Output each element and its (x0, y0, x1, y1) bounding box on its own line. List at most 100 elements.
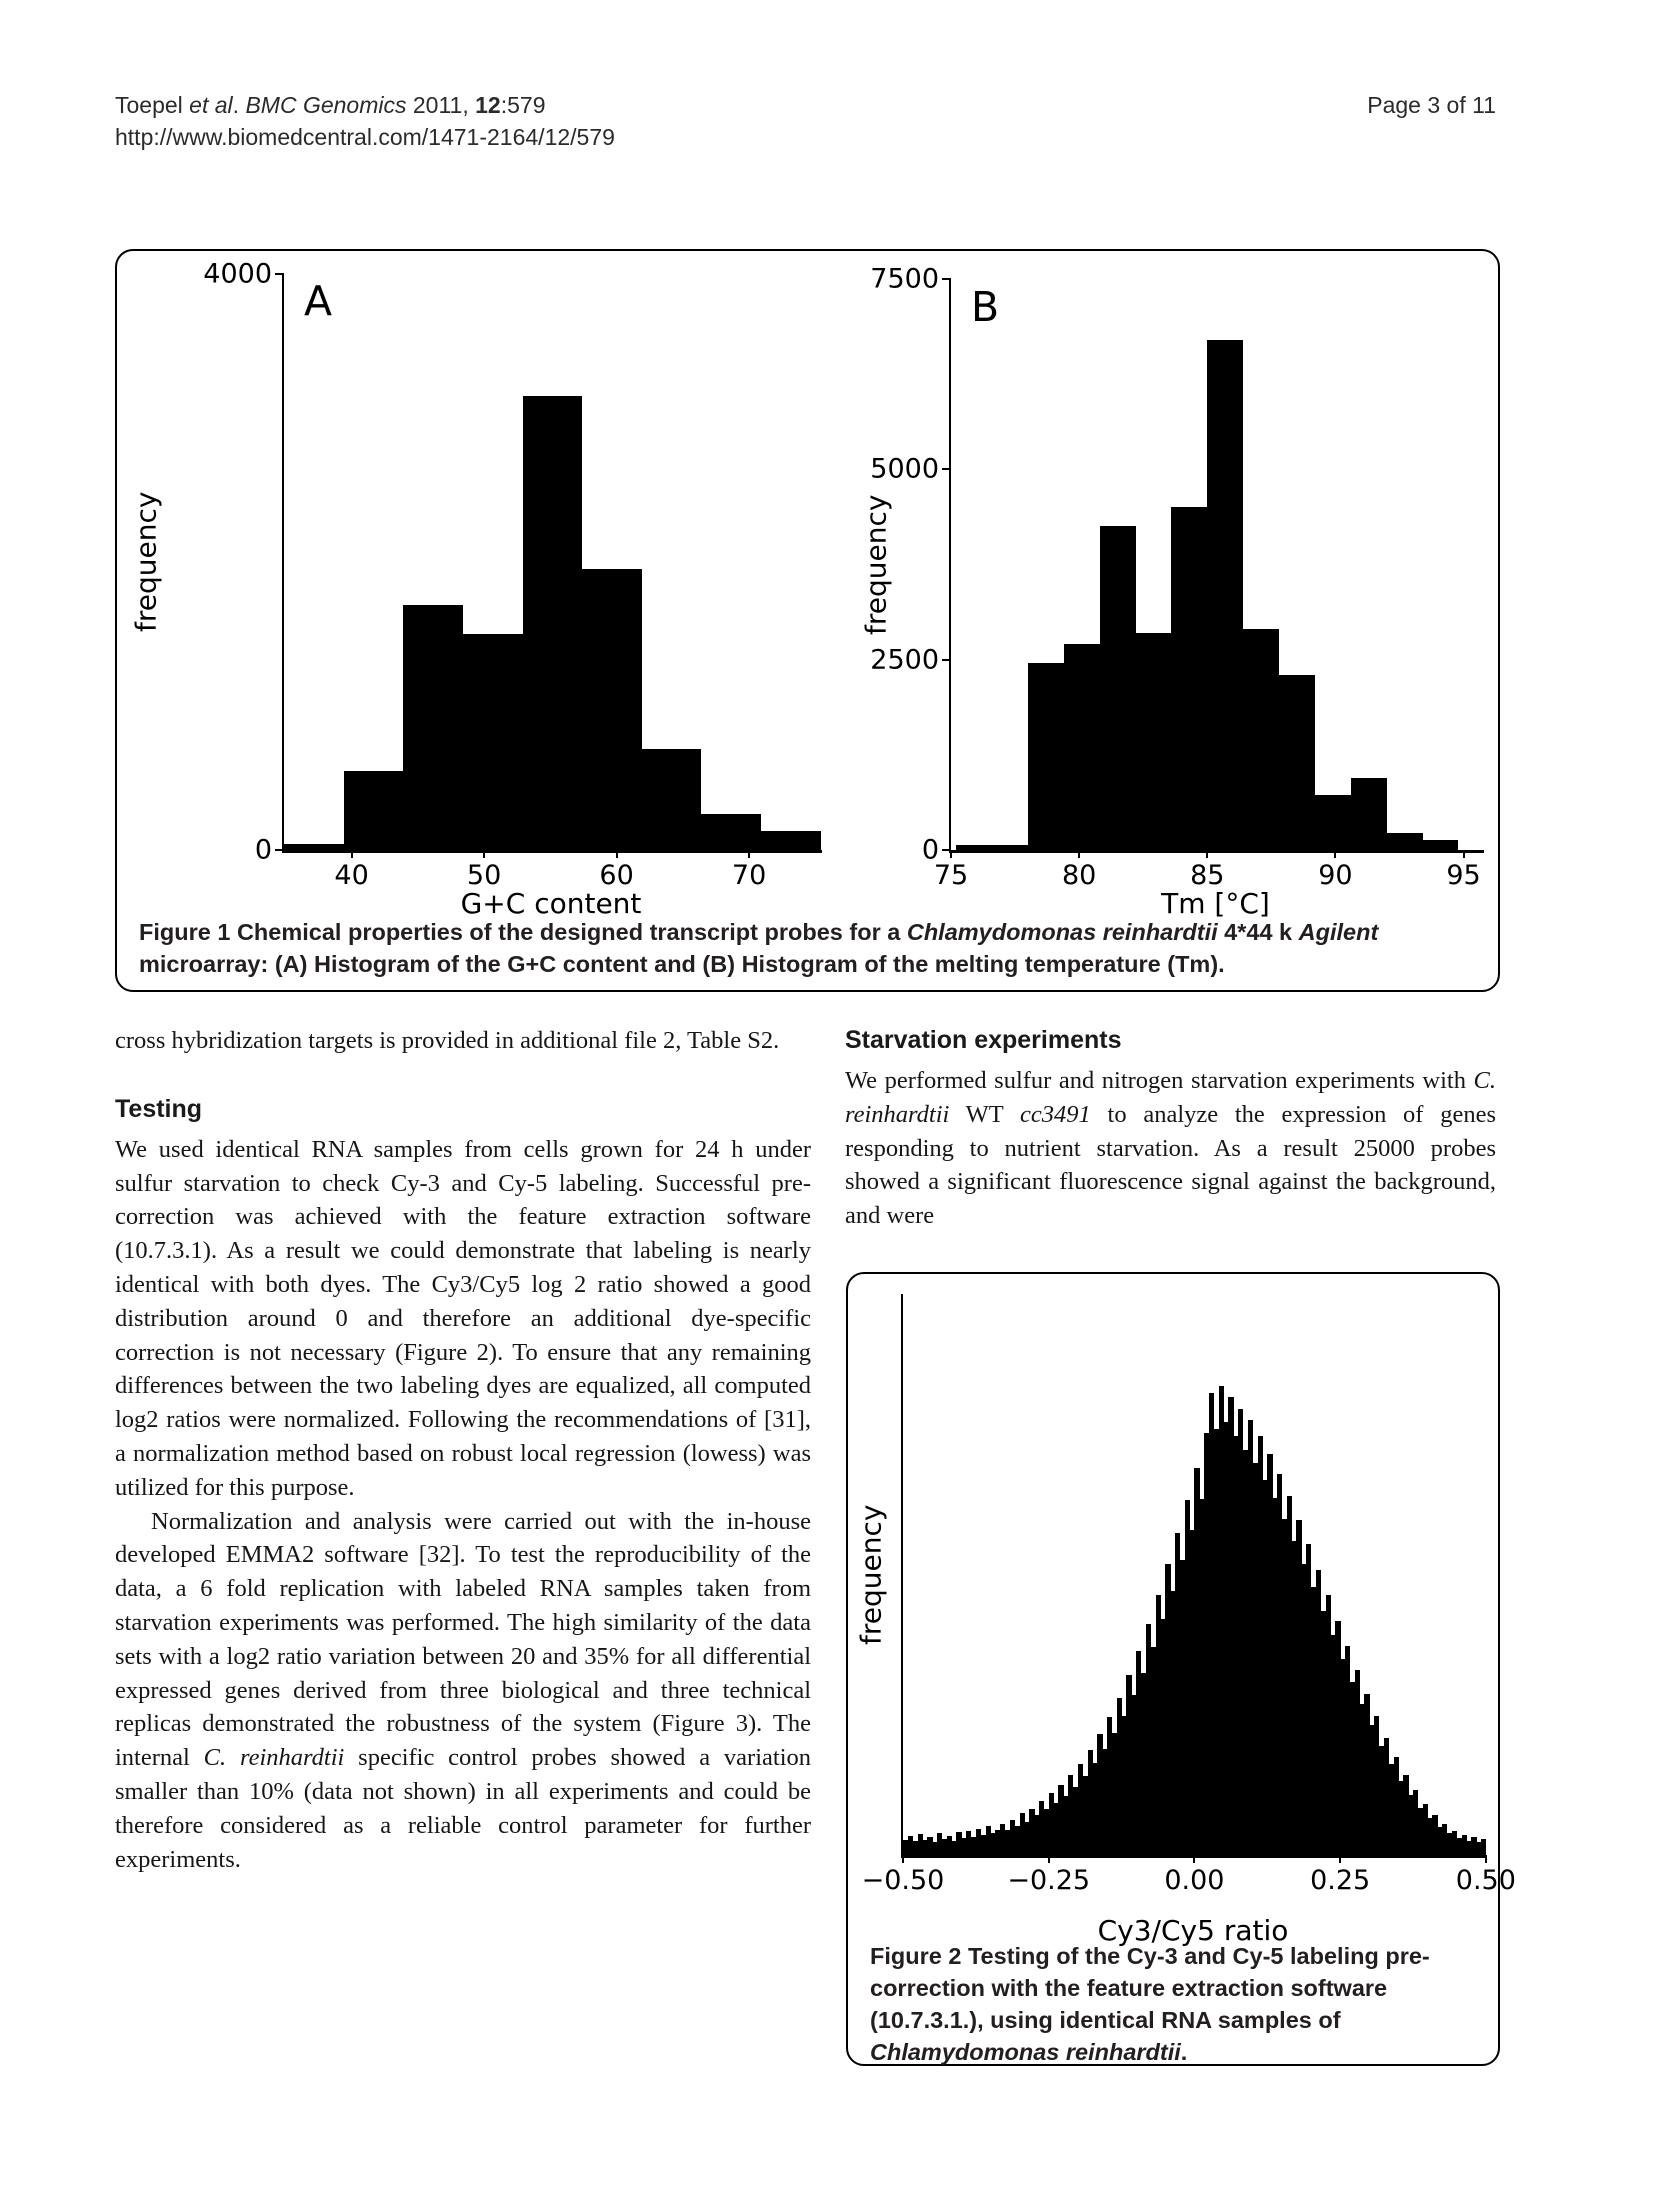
histogram-bar (1451, 1830, 1458, 1855)
histogram-bar (343, 770, 404, 850)
histogram-bar (1383, 1738, 1390, 1855)
y-axis-label-a: frequency (129, 491, 163, 633)
histogram-bar (1048, 1792, 1054, 1855)
histogram-bar (701, 814, 762, 850)
histogram-bar (1136, 1650, 1142, 1855)
histogram-bar (1320, 1611, 1326, 1855)
histogram-bar (1446, 1833, 1453, 1855)
histogram-bar (1000, 1823, 1006, 1855)
y-tick-label: 4000 (203, 258, 272, 290)
histogram-bar (1296, 1519, 1302, 1855)
histogram-bar (1092, 1762, 1098, 1855)
histogram-bar (1344, 1645, 1351, 1855)
histogram-bar (1009, 1820, 1016, 1855)
histogram-bar (1340, 1658, 1346, 1855)
text-segment: We used identical RNA samples from cells… (115, 1135, 811, 1501)
x-tick-mark (950, 850, 952, 858)
histogram-bar (912, 1841, 918, 1855)
left-column: cross hybridization targets is provided … (115, 1024, 811, 1876)
text-segment: :579 (500, 92, 546, 118)
histogram-bar (1314, 795, 1351, 850)
histogram-bar (1442, 1823, 1448, 1855)
histogram-bar (1238, 1409, 1244, 1855)
histogram-bar (1301, 1563, 1307, 1855)
article-citation: Toepel et al. BMC Genomics 2011, 12:579 (115, 90, 545, 120)
histogram-bar (946, 1836, 952, 1855)
histogram-bar (1034, 1815, 1040, 1855)
text-segment: C. reinhardtii (203, 1744, 345, 1772)
histogram-bar (1247, 1420, 1254, 1855)
x-axis-label-b: Tm [°C] (1161, 887, 1270, 920)
histogram-bar (1165, 1564, 1171, 1855)
histogram-bar (1038, 1800, 1045, 1855)
histogram-bar (1233, 1436, 1239, 1855)
histogram-bar (1019, 1813, 1025, 1855)
histogram-bar (1223, 1422, 1229, 1855)
histogram-bar (1208, 1393, 1215, 1855)
section-heading: Starvation experiments (845, 1026, 1122, 1054)
histogram-bar (1398, 1780, 1404, 1855)
histogram-bar (284, 844, 344, 850)
histogram-bar (1393, 1757, 1399, 1855)
figure1-caption: Figure 1 Chemical properties of the desi… (139, 916, 1477, 980)
histogram-bar (1106, 1716, 1113, 1855)
section-heading: Testing (115, 1094, 203, 1123)
x-tick-mark (1047, 1855, 1050, 1863)
histogram-bar (932, 1841, 938, 1855)
histogram-bar (1291, 1541, 1297, 1855)
histogram-bar (1068, 1775, 1074, 1855)
histogram-bar (1480, 1839, 1487, 1855)
x-tick-mark (1339, 1855, 1342, 1863)
histogram-bar (1243, 629, 1279, 850)
histogram-bar (995, 1829, 1001, 1855)
y-tick-label: 2500 (870, 644, 939, 676)
y-axis-label-fig2: frequency (854, 1504, 888, 1645)
histogram-bar (1213, 1428, 1220, 1855)
x-tick-mark (902, 1855, 904, 1863)
histogram-bar (1150, 1647, 1156, 1855)
text-segment: Normalization and analysis were carried … (115, 1507, 811, 1772)
text-segment: Testing of the Cy-3 and Cy-5 labeling pr… (870, 1943, 1430, 2033)
histogram-bar (1388, 1764, 1394, 1855)
histogram-bar (1286, 1495, 1292, 1855)
histogram-bar (1121, 1715, 1127, 1855)
x-tick-label: 95 (1446, 860, 1481, 891)
figure1-histogram-b: 75 80 85 90 95 0 2500 5000 7500 (870, 264, 1484, 891)
histogram-bar (1043, 1809, 1050, 1855)
histogram-bar (1386, 832, 1423, 850)
histogram-bar (761, 831, 821, 850)
histogram-bar (1058, 1785, 1064, 1855)
text-segment: cross hybridization targets is provided … (115, 1027, 780, 1054)
x-tick-label: 90 (1318, 860, 1353, 891)
histogram-bar (1354, 1670, 1360, 1855)
histogram-bar (1087, 1749, 1093, 1855)
histogram-bar (1228, 1396, 1234, 1855)
x-tick-label: 85 (1190, 860, 1225, 891)
histogram-bar (1471, 1837, 1477, 1855)
y-tick-mark (942, 658, 951, 661)
histogram-bar (1279, 674, 1315, 850)
figure1-histogram-a: 40 50 60 70 0 4000 (203, 259, 822, 891)
x-tick-mark (1462, 850, 1465, 858)
x-tick-label: 60 (599, 860, 634, 891)
x-axis-label-a: G+C content (460, 887, 642, 920)
page-number: Page 3 of 11 (1367, 92, 1496, 118)
x-tick-label: 0.00 (1164, 1865, 1225, 1896)
text-segment: Figure 1 (139, 919, 231, 945)
histogram-bar (1004, 1830, 1011, 1855)
histogram-bar (1131, 1694, 1137, 1855)
x-tick-label: 50 (466, 860, 502, 891)
histogram-bar (1145, 1624, 1152, 1855)
text-segment: microarray: (A) Histogram of the G+C con… (139, 951, 1225, 977)
histogram-bar (1330, 1635, 1336, 1855)
histogram-bar (1174, 1532, 1181, 1855)
y-tick-mark (275, 273, 284, 275)
x-tick-mark (615, 850, 618, 858)
histogram-bar (1135, 633, 1172, 850)
histogram-bar (1412, 1790, 1419, 1855)
x-tick-label: 75 (933, 860, 969, 891)
body-paragraph: We used identical RNA samples from cells… (115, 1133, 811, 1505)
histogram-bar (966, 1830, 972, 1855)
histogram-bar (1027, 663, 1064, 850)
